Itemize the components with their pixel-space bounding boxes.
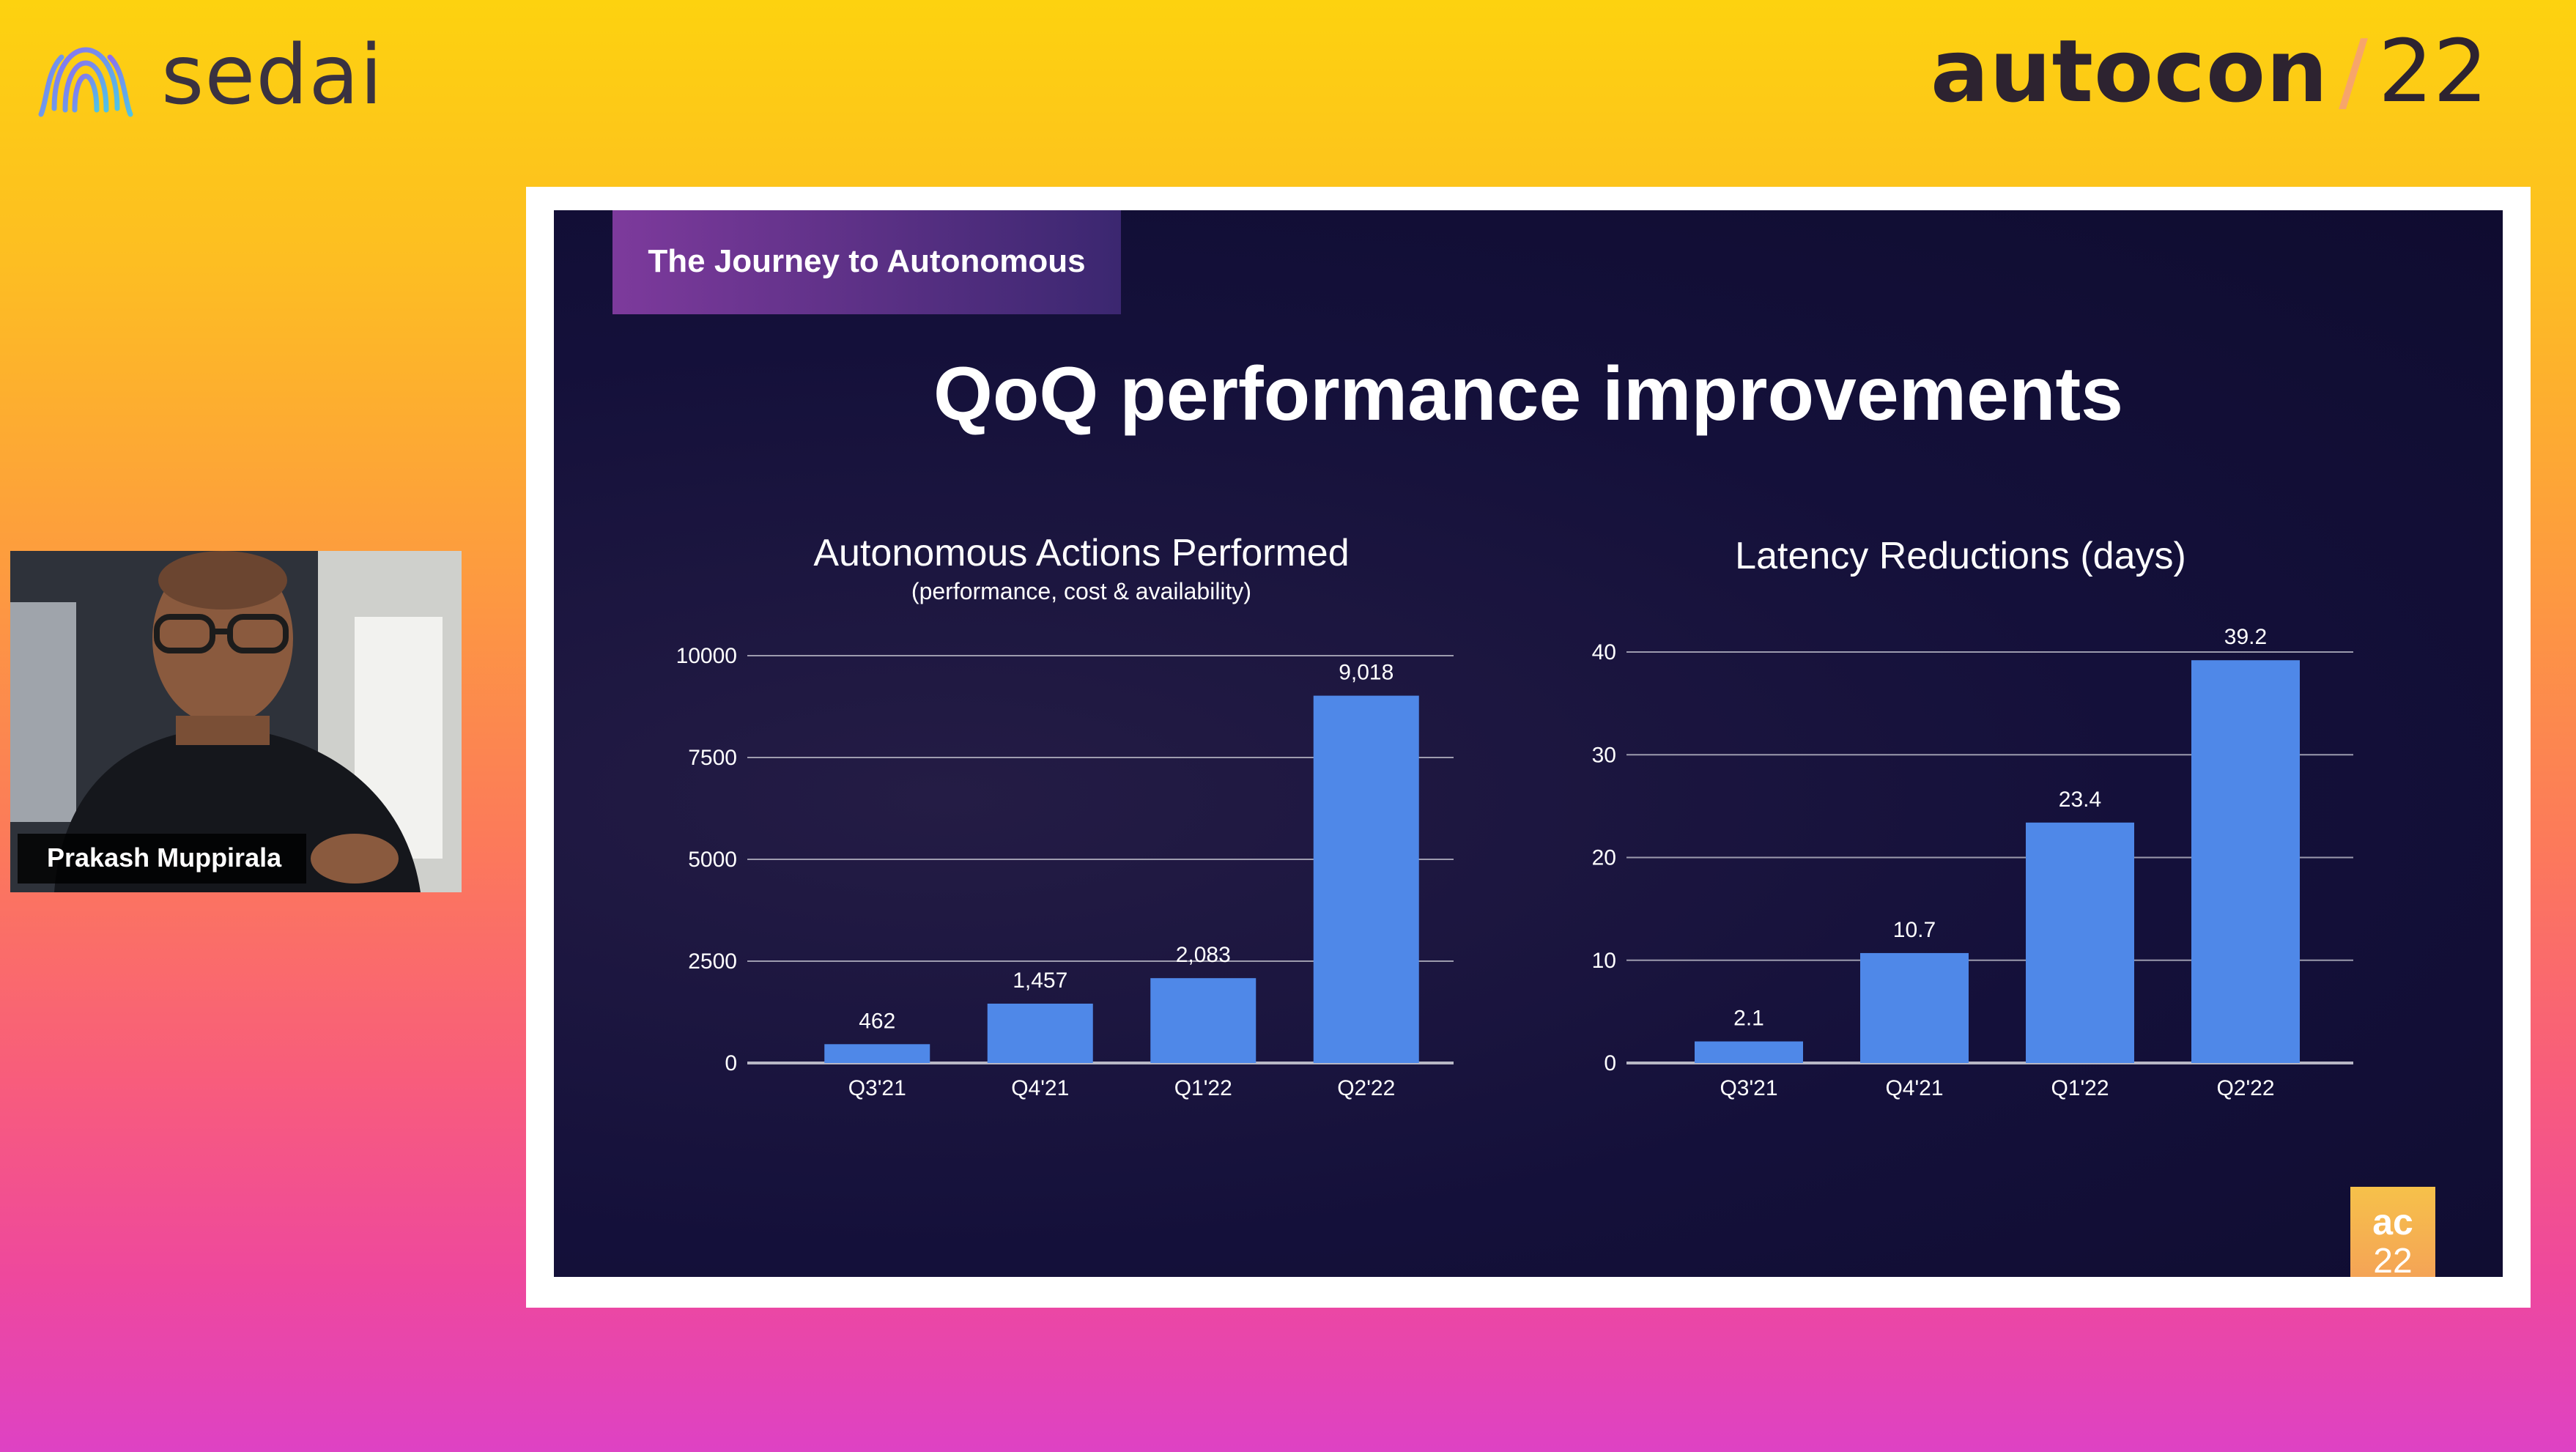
- chart-2-xtick-label: Q4'21: [1885, 1076, 1943, 1100]
- chart-2-xtick-label: Q1'22: [2051, 1076, 2109, 1100]
- chart-1-bar: [1313, 695, 1419, 1063]
- chart-2-ytick-label: 20: [1592, 846, 1616, 870]
- chart-1-xtick-label: Q4'21: [1011, 1076, 1069, 1100]
- chart-1-data-label: 462: [859, 1009, 895, 1033]
- chart-1-ytick-label: 7500: [688, 746, 737, 770]
- chart-2-title-block: Latency Reductions (days): [1594, 534, 2327, 578]
- chart-1-ytick-label: 10000: [676, 644, 737, 668]
- chart-1-xtick-label: Q2'22: [1337, 1076, 1395, 1100]
- chart-2-ytick-label: 30: [1592, 743, 1616, 767]
- speaker-video-feed: [10, 551, 462, 892]
- chart-actions: 0 2500 5000 7500 10000 462 Q3'21 1,457 Q4'21 2,08…: [676, 644, 1454, 1100]
- chart-1-bar: [824, 1044, 930, 1063]
- chart-2-bar: [2191, 660, 2300, 1063]
- chart-2-bar: [1695, 1041, 1803, 1063]
- chart-2-bar: [1860, 952, 1969, 1063]
- chart-2-data-label: 39.2: [2224, 625, 2267, 649]
- slide-title: QoQ performance improvements: [933, 352, 2123, 437]
- event-slash: /: [2339, 21, 2368, 122]
- chart-1-title-block: Autonomous Actions Performed (performanc…: [715, 531, 1448, 605]
- badge-bottom: 22: [2373, 1242, 2413, 1278]
- chart-2-title: Latency Reductions (days): [1735, 535, 2186, 577]
- chart-1-title: Autonomous Actions Performed: [813, 532, 1350, 574]
- section-tag: The Journey to Autonomous: [612, 210, 1121, 314]
- chart-1-ytick-label: 0: [725, 1051, 737, 1075]
- chart-2-data-label: 23.4: [2059, 788, 2101, 812]
- event-name: autocon: [1930, 21, 2329, 122]
- badge-top: ac: [2372, 1201, 2413, 1242]
- chart-2-ytick-label: 0: [1604, 1051, 1616, 1075]
- chart-1-xtick-label: Q3'21: [848, 1076, 906, 1100]
- participant-name-label: Prakash Muppirala: [18, 834, 307, 884]
- chart-1-bar: [1150, 978, 1256, 1063]
- chart-1-ytick-label: 2500: [688, 949, 737, 974]
- chart-1-data-label: 9,018: [1339, 661, 1394, 685]
- chart-2-xtick-label: Q3'21: [1720, 1076, 1777, 1100]
- chart-2-xtick-label: Q2'22: [2216, 1076, 2274, 1100]
- chart-1-data-label: 1,457: [1013, 968, 1067, 993]
- chart-2-ytick-label: 40: [1592, 640, 1616, 664]
- chart-latency: 0 10 20 30 40 2.1 Q3'21 10.7 Q4'21 23.4 Q1'22 39.2 Q…: [1592, 625, 2353, 1100]
- chart-2-data-label: 2.1: [1733, 1007, 1764, 1031]
- chart-2-data-label: 10.7: [1893, 918, 1936, 942]
- presentation-slide: The Journey to Autonomous QoQ performanc…: [554, 210, 2503, 1277]
- brand-name: sedai: [161, 28, 384, 123]
- chart-2-bar: [2026, 822, 2134, 1063]
- brand-logo: sedai: [25, 28, 383, 123]
- chart-1-ytick-label: 5000: [688, 848, 737, 872]
- speaker-video-tile[interactable]: Prakash Muppirala: [10, 551, 462, 892]
- chart-1-bar: [987, 1003, 1093, 1063]
- chart-2-ytick-label: 10: [1592, 949, 1616, 973]
- event-logo: autocon / 22: [1931, 21, 2488, 122]
- event-year: 22: [2377, 21, 2488, 122]
- ac22-badge: ac 22: [2350, 1187, 2435, 1277]
- chart-1-xtick-label: Q1'22: [1174, 1076, 1232, 1100]
- chart-1-data-label: 2,083: [1176, 943, 1231, 967]
- sedai-logo-icon: [38, 47, 133, 117]
- chart-1-subtitle: (performance, cost & availability): [911, 578, 1252, 604]
